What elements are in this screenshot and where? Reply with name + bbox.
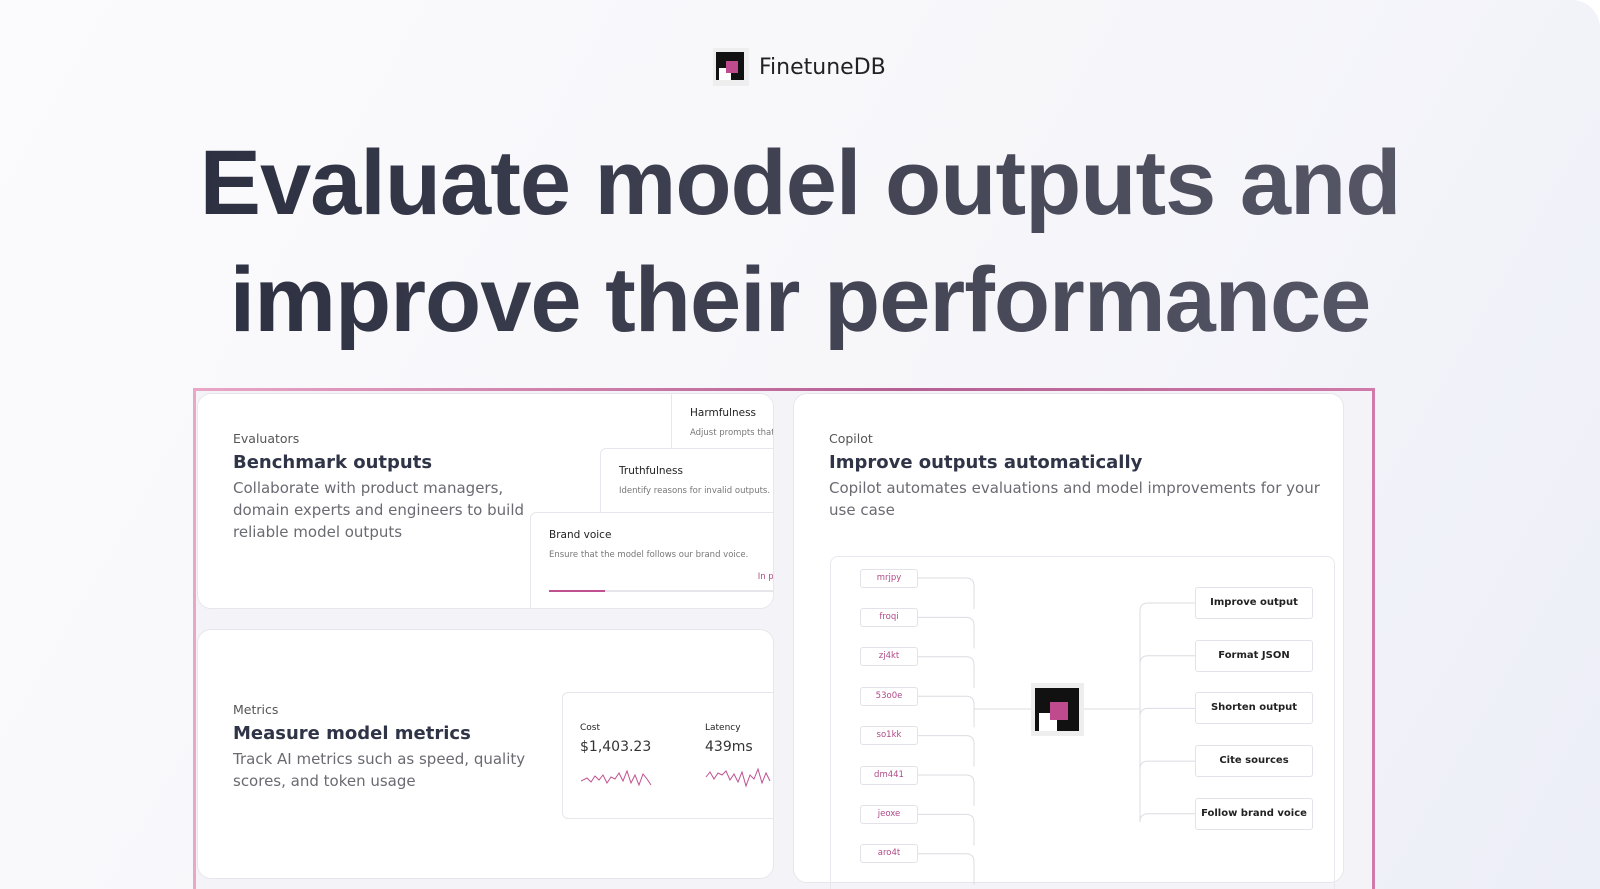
evaluator-title: Harmfulness — [690, 407, 757, 419]
connector — [1139, 602, 1195, 612]
stat-name: Latency — [705, 723, 741, 733]
card-text: Copilot Improve outputs automatically Co… — [829, 431, 1329, 521]
connector — [918, 853, 975, 885]
output-node: Shorten output — [1195, 692, 1313, 725]
card-text: Evaluators Benchmark outputs Collaborate… — [233, 431, 563, 543]
diagram-box — [830, 556, 1335, 889]
evaluator: Brand voice Ensure that the model follows… — [530, 512, 774, 608]
stat-name: Cost — [580, 723, 601, 733]
evaluator-description: Identify reasons for invalid outputs. — [619, 486, 771, 496]
sparkline — [705, 767, 771, 788]
evaluator-title: Truthfulness — [619, 465, 683, 477]
stat-value: 439ms — [705, 739, 753, 755]
input-node: mrjpy — [860, 568, 918, 588]
connector — [918, 813, 975, 846]
card-description: Copilot automates evaluations and model … — [829, 479, 1320, 519]
card-label: Evaluators — [233, 431, 300, 446]
evaluator-title: Brand voice — [549, 529, 612, 541]
stat-value: $1,403.23 — [580, 739, 652, 755]
evaluator-description: Ensure that the model follows our brand … — [549, 550, 749, 560]
input-node: so1kk — [860, 726, 918, 746]
progress-track — [549, 590, 773, 592]
connector — [918, 577, 975, 609]
metrics-panel: Cost $1,403.23 Latency 439ms — [562, 692, 773, 819]
input-node: aro4t — [860, 844, 918, 864]
connector — [918, 616, 975, 649]
headline: Evaluate model outputs and — [0, 128, 1600, 238]
connector — [1139, 655, 1195, 664]
stat: Cost $1,403.23 — [580, 723, 651, 755]
connector — [918, 735, 975, 767]
connector — [1139, 813, 1195, 822]
logo — [713, 48, 749, 86]
evaluator-description: Adjust prompts that re — [690, 428, 774, 438]
card-label: Copilot — [829, 431, 873, 446]
output-node: Follow brand voice — [1195, 797, 1313, 830]
output-node: Improve output — [1195, 587, 1313, 619]
sparkline — [581, 769, 652, 787]
input-node: 53o0e — [860, 686, 918, 706]
metrics-card: Metrics Measure model metrics Track AI m… — [197, 629, 774, 879]
card-description: Track AI metrics such as speed, quality … — [233, 750, 526, 790]
input-node: froqi — [860, 607, 918, 627]
brand: FinetuneDB — [713, 48, 886, 86]
card-title: Improve outputs automatically — [829, 452, 1143, 473]
card-description: Collaborate with product managers, domai… — [233, 479, 525, 541]
output-node: Cite sources — [1195, 745, 1313, 778]
headline: improve their performance — [0, 245, 1600, 355]
card-title: Measure model metrics — [233, 723, 471, 744]
progress-bar — [549, 590, 605, 592]
connector — [1139, 760, 1195, 770]
card-text: Metrics Measure model metrics Track AI m… — [233, 702, 553, 792]
connector — [918, 656, 975, 688]
stat: Latency 439ms — [705, 723, 753, 755]
input-node: dm441 — [860, 765, 918, 785]
sparklines — [581, 767, 771, 788]
connector — [1084, 611, 1141, 822]
evaluators-card: Evaluators Benchmark outputs Collaborate… — [197, 393, 774, 609]
connector — [918, 774, 975, 806]
card-label: Metrics — [233, 702, 279, 717]
card-title: Benchmark outputs — [233, 452, 433, 473]
connector — [918, 695, 975, 728]
input-node: zj4kt — [860, 647, 918, 667]
output-node: Format JSON — [1195, 639, 1313, 672]
connector — [1139, 707, 1195, 717]
input-node: jeoxe — [860, 804, 918, 824]
status: In progress — [757, 572, 774, 582]
brand-name: FinetuneDB — [759, 54, 886, 80]
center-logo — [1031, 683, 1084, 736]
